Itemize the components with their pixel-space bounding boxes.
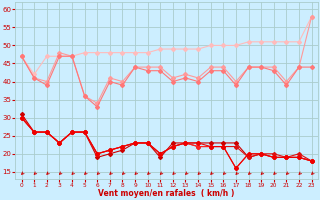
X-axis label: Vent moyen/en rafales  ( km/h ): Vent moyen/en rafales ( km/h ) bbox=[98, 189, 235, 198]
